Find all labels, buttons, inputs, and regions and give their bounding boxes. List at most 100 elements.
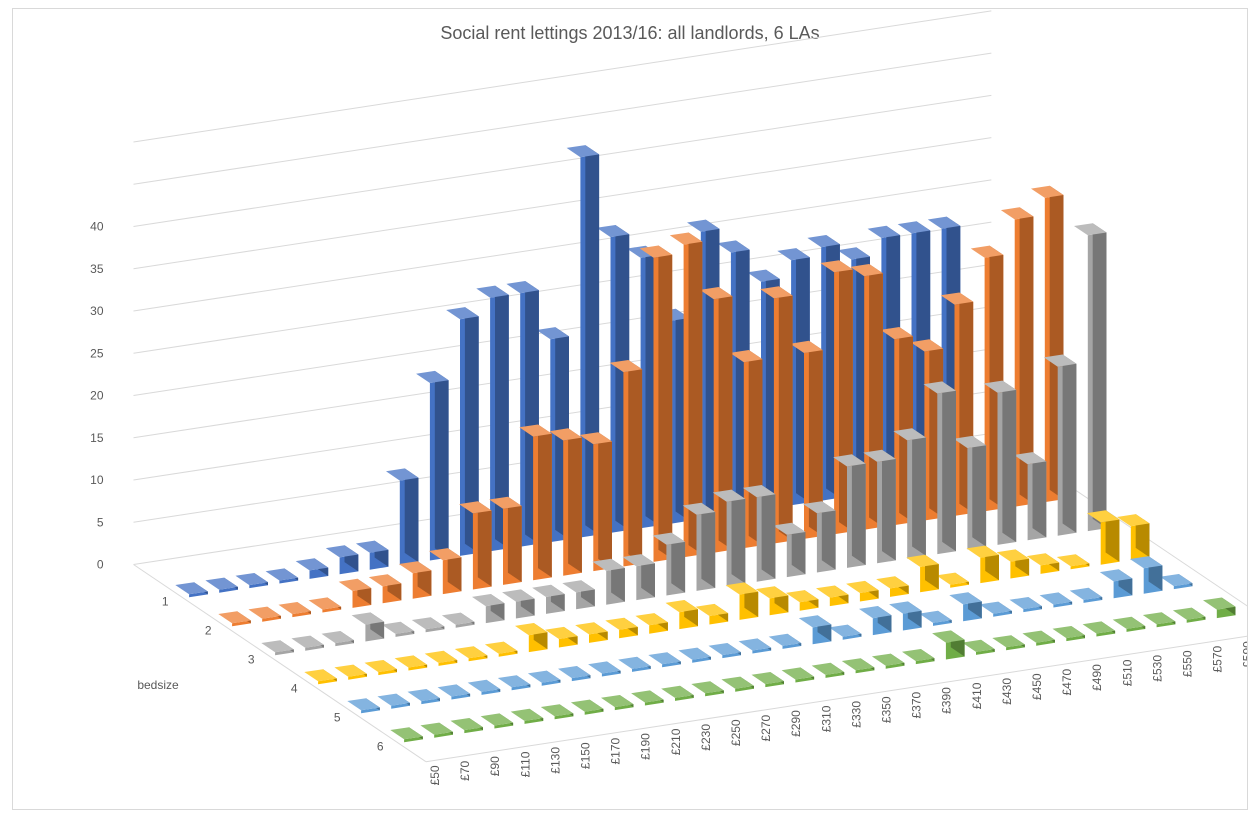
bar-1-£50 xyxy=(175,582,208,598)
bar-5-£430 xyxy=(919,610,952,626)
bar-top xyxy=(661,685,694,698)
depth-axis-title: bedsize xyxy=(137,678,179,692)
bedsize-tick-label: 6 xyxy=(377,740,384,754)
bar-top xyxy=(605,617,638,630)
bar-side xyxy=(731,489,746,584)
bar-top xyxy=(777,248,810,261)
bar-top xyxy=(695,603,729,616)
bar-4-£210 xyxy=(545,626,578,648)
bar-top xyxy=(1056,554,1090,567)
bar-top xyxy=(871,653,905,666)
bar-top xyxy=(532,584,565,597)
bar-top xyxy=(441,612,475,625)
bar-top xyxy=(1099,569,1133,582)
x-tick-label: £70 xyxy=(458,760,472,780)
bar-top xyxy=(876,576,909,589)
bar-5-£330 xyxy=(768,633,802,649)
bar-side xyxy=(688,232,703,555)
bar-3-£430 xyxy=(833,454,866,568)
bar-top xyxy=(760,286,793,299)
bar-front xyxy=(855,667,875,674)
bar-side xyxy=(598,432,612,569)
bar-front xyxy=(279,577,299,584)
bar-2-£50 xyxy=(218,611,251,627)
bar-side xyxy=(942,381,956,552)
bar-front xyxy=(1126,626,1146,632)
x-tick-label: £130 xyxy=(548,747,562,774)
bar-4-£450 xyxy=(906,554,939,593)
bar-front xyxy=(795,676,815,683)
bar-3-£490 xyxy=(923,381,956,555)
bar-front xyxy=(322,606,342,613)
bar-3-£50 xyxy=(261,640,294,656)
bar-2-£290 xyxy=(579,432,612,572)
bar-4-£110 xyxy=(394,655,428,671)
bar-front xyxy=(1173,583,1193,590)
bar-top xyxy=(850,264,883,277)
bar-4-£190 xyxy=(515,623,548,653)
bar-top xyxy=(540,704,574,717)
bar-top xyxy=(1086,510,1120,523)
bar-front xyxy=(976,649,995,655)
bar-6-£250 xyxy=(691,681,724,697)
bar-4-£290 xyxy=(665,600,698,630)
bar-3-£290 xyxy=(622,554,655,601)
bar-4-£310 xyxy=(695,603,729,625)
bar-3-£250 xyxy=(562,580,595,610)
bar-side xyxy=(1019,207,1034,504)
bar-2-£310 xyxy=(609,360,643,567)
bar-top xyxy=(235,573,268,586)
bar-top xyxy=(712,489,746,502)
x-tick-label: £250 xyxy=(729,719,743,746)
bar-5-£530 xyxy=(1069,587,1103,603)
bar-1-£170 xyxy=(355,540,389,570)
bar-top xyxy=(798,615,832,628)
bar-5-£390 xyxy=(859,606,892,636)
bar-top xyxy=(669,232,703,245)
bar-side xyxy=(912,428,926,556)
bar-6-£370 xyxy=(871,653,905,669)
gridline xyxy=(133,52,992,185)
bar-top xyxy=(1052,626,1085,639)
bar-1-£130 xyxy=(295,558,329,579)
bar-front xyxy=(885,662,905,669)
bar-5-£130 xyxy=(467,679,501,695)
bar-top xyxy=(859,606,892,619)
bar-4-£90 xyxy=(364,660,397,676)
bar-6-£490 xyxy=(1052,626,1085,642)
bar-3-£90 xyxy=(321,631,354,647)
bar-side xyxy=(761,485,776,579)
bar-2-£230 xyxy=(489,496,522,585)
bars xyxy=(175,145,1236,743)
x-tick-label: £430 xyxy=(1000,678,1014,705)
bar-top xyxy=(730,350,763,363)
bar-top xyxy=(218,611,251,624)
x-tick-label: £350 xyxy=(879,696,893,723)
x-tick-label: £150 xyxy=(579,742,593,769)
bar-front xyxy=(571,675,591,682)
bar-4-£350 xyxy=(755,586,789,616)
bar-side xyxy=(495,285,509,549)
bar-side xyxy=(851,454,866,565)
bar-top xyxy=(1142,612,1176,625)
x-tick-label: £190 xyxy=(639,733,653,760)
bar-top xyxy=(910,339,944,352)
x-tick-label: £270 xyxy=(759,714,773,741)
bar-front xyxy=(498,650,518,657)
bar-front xyxy=(541,679,561,686)
bar-top xyxy=(721,676,754,689)
bar-3-£550 xyxy=(1013,452,1047,541)
x-tick-label: £110 xyxy=(518,751,532,777)
bar-6-£170 xyxy=(570,699,604,715)
bar-front xyxy=(842,633,862,640)
bar-front xyxy=(1066,635,1085,642)
floor-edge xyxy=(425,635,1247,763)
bar-front xyxy=(584,708,604,715)
bar-front xyxy=(292,611,311,618)
x-tick-label: £330 xyxy=(849,701,863,728)
y-tick-label: 0 xyxy=(97,558,104,572)
bar-top xyxy=(932,630,965,643)
bar-front xyxy=(1096,630,1116,637)
bar-top xyxy=(515,623,548,636)
bar-top xyxy=(803,501,836,514)
